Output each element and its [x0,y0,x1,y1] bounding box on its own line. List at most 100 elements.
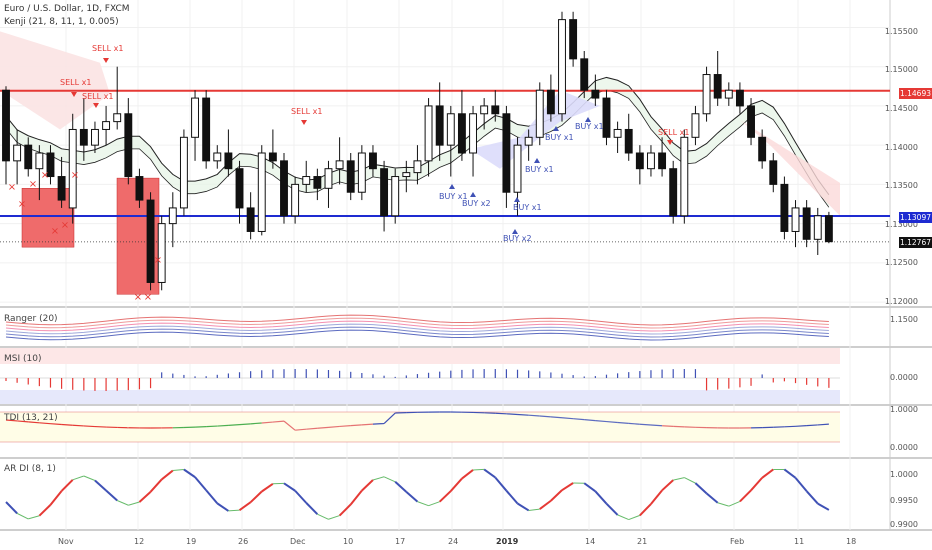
ardi-line-segment [294,490,307,504]
candle-body [713,74,722,99]
tdi-line-segment [673,425,685,428]
tdi-line-segment [495,412,507,415]
tdi-line-segment [573,418,585,421]
ranger-band-line [5,320,829,332]
tdi-line-segment [550,416,563,419]
tdi-line-segment [528,414,540,417]
tdi-line-segment [617,421,629,424]
ardi-line-segment [528,508,540,511]
candle-body [380,168,389,217]
ardi-line-segment [72,475,85,481]
indicator-label: Kenji (21, 8, 11, 1, 0.005) [4,17,119,27]
ardi-line-segment [205,489,219,505]
ardi-line-segment [561,482,574,491]
candle-body [769,160,778,185]
tdi-line-segment [806,424,818,427]
candle-body [724,89,733,99]
x-tick-label: 24 [448,537,459,546]
candle-body [302,176,311,185]
tdi-line-segment [650,424,663,427]
price-tick: 1.13000 [884,220,918,229]
buy-arrow [470,192,476,197]
x-tick-label: 14 [585,537,596,546]
buy-signal-label: BUY x2 [462,199,491,208]
candle-body [346,160,355,193]
price-tick: 1.14000 [884,143,918,152]
ardi-line-segment [117,500,129,506]
ardi-line-segment [516,502,530,512]
candle-body [780,183,789,232]
candle-body [113,113,122,123]
tdi-tick: 1.0000 [890,405,918,414]
sell-signal-label: SELL x1 [82,92,114,101]
ranger-band-line [5,314,829,326]
candle-body [480,105,489,115]
tdi-line-segment [72,424,84,427]
candle-body [313,176,322,189]
price-tick: 1.13500 [884,181,918,190]
ardi-line-segment [594,490,608,505]
candle-body [802,207,811,240]
candle-body [469,113,477,154]
ardi-line-segment [705,492,719,504]
candle-body [758,136,767,162]
tdi-line-segment [595,420,607,423]
ardi-line-segment [128,501,140,506]
tdi-line-segment [372,422,385,425]
tdi-line-segment [217,424,229,427]
candle-body [680,136,689,217]
ardi-line-segment [428,501,440,507]
tdi-line-segment [539,415,551,418]
candle-body [791,207,800,232]
ardi-line-segment [16,512,29,520]
tdi-line-segment [817,423,829,426]
sell-arrow [71,92,77,97]
ardi-line-segment [761,468,774,479]
tdi-line-segment [784,425,796,428]
ardi-line-segment [750,477,763,492]
candle-body [24,144,33,170]
ardi-line-segment [650,489,663,505]
candle-body [402,172,411,178]
tdi-line-segment [50,423,62,426]
ranger-band-line [5,326,829,338]
tdi-line-segment [283,420,296,431]
ardi-line-segment [161,469,174,481]
buy-arrow [534,158,540,163]
candle-body [546,89,555,115]
candle-body [291,183,300,217]
exit-x-marker: × [41,170,49,181]
tdi-line-segment [662,425,674,427]
ardi-line-segment [328,515,340,520]
candle-body [691,113,700,138]
ardi-line-segment [417,501,429,507]
candle-body [46,152,55,178]
ardi-line-segment [249,490,263,503]
candle-body [747,105,755,138]
ardi-line-segment [238,501,252,511]
candle-body [13,144,22,162]
ardi-line-segment [49,490,63,506]
msi-oversold-zone [0,390,840,404]
ardi-line-segment [105,489,118,502]
tdi-line-segment [228,424,240,427]
tdi-tick: 0.0000 [890,443,918,452]
tdi-line-segment [795,425,807,427]
price-tick: 1.12500 [884,258,918,267]
tdi-line-segment [39,422,51,425]
candle-body [457,113,466,154]
tdi-line-segment [272,420,285,423]
tdi-panel-label: TDI (13, 21) [4,413,58,423]
x-tick-label: 19 [186,537,197,546]
ardi-line-segment [305,502,319,515]
ardi-tick: 0.9900 [890,520,918,529]
tdi-line-segment [639,423,652,426]
ardi-line-segment [673,477,685,481]
tdi-line-segment [17,420,29,423]
tdi-line-segment [28,421,40,424]
candle-body [391,176,400,217]
ardi-line-segment [216,502,229,512]
kenji-cloud-fill [6,77,829,208]
